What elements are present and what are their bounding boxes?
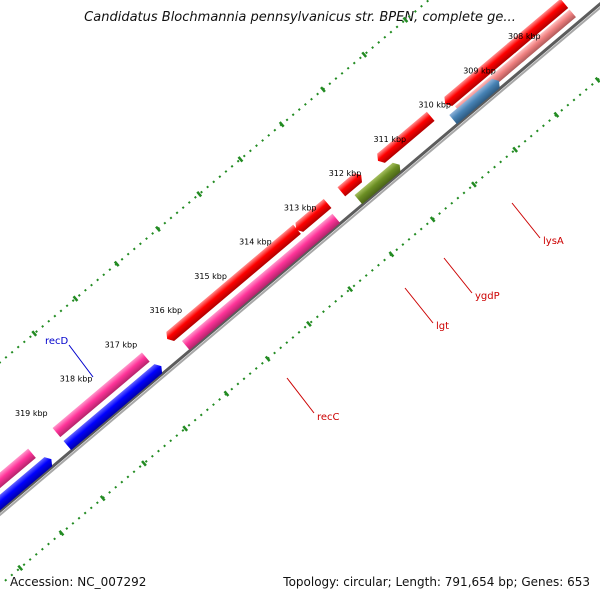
- gene-arrow-lysa[interactable]: [441, 40, 519, 109]
- ruler-label: 310 kbp: [418, 101, 451, 110]
- ruler-tick: [113, 260, 120, 267]
- ruler-tick: [388, 251, 395, 258]
- gene-arrow-recd[interactable]: [63, 362, 166, 451]
- ruler-tick: [182, 425, 189, 432]
- gene-arrow-lgt[interactable]: [354, 160, 404, 205]
- ruler-label: 319 kbp: [15, 409, 48, 418]
- ruler-label: 316 kbp: [150, 306, 183, 315]
- gene-arrow[interactable]: [374, 111, 435, 166]
- leader-line-lysa: [511, 202, 541, 239]
- ruler-tick: [361, 51, 368, 58]
- gene-arrow-recc[interactable]: [181, 213, 341, 351]
- ruler-labels: 308 kbp 309 kbp 310 kbp 311 kbp 312 kbp 313 k…: [15, 32, 541, 418]
- leader-line-recc: [286, 377, 315, 414]
- ruler-tick: [31, 330, 38, 337]
- leader-line-lgt: [404, 287, 434, 324]
- ruler-label: 317 kbp: [105, 341, 138, 350]
- gene-arrow-ygdp[interactable]: [337, 170, 365, 197]
- gene-labels: lysA ygdP lgt recC recD: [45, 202, 564, 423]
- ruler-label: 311 kbp: [374, 135, 407, 144]
- ruler-tick: [99, 495, 106, 502]
- ruler-tick: [72, 295, 79, 302]
- gene-arrow[interactable]: [516, 9, 576, 63]
- inner-dotted-ring: [4, 12, 600, 582]
- ruler-tick: [264, 355, 271, 362]
- ruler-tick: [223, 390, 230, 397]
- gene-label-lgt[interactable]: lgt: [436, 321, 449, 332]
- gene-arrow[interactable]: [449, 76, 503, 125]
- gene-label-ygdp[interactable]: ygdP: [475, 291, 500, 302]
- inner-tick-ring: [4, 12, 600, 582]
- ruler-tick: [237, 156, 244, 163]
- ruler-tick: [58, 529, 65, 537]
- genome-summary: Topology: circular; Length: 791,654 bp; …: [283, 575, 590, 589]
- leader-line-recd: [68, 344, 94, 378]
- ruler-tick: [553, 111, 560, 118]
- ruler-label: 315 kbp: [194, 272, 227, 281]
- gene-arrow[interactable]: [52, 352, 150, 438]
- ruler-tick: [155, 225, 161, 233]
- ruler-tick: [306, 320, 312, 328]
- ruler-tick: [17, 564, 24, 572]
- genome-backbone: [0, 0, 600, 539]
- gene-arrow[interactable]: [507, 0, 569, 54]
- ruler-label: 314 kbp: [239, 238, 272, 247]
- ruler-label: 308 kbp: [508, 32, 541, 41]
- ruler-label: 309 kbp: [463, 66, 496, 75]
- ruler-tick: [471, 181, 477, 188]
- ruler-tick: [347, 285, 354, 293]
- gene-arrow[interactable]: [163, 224, 301, 344]
- gene-track-secondary: [0, 9, 576, 538]
- ruler-label: 312 kbp: [329, 169, 362, 178]
- gene-arrow[interactable]: [0, 455, 55, 538]
- gene-label-recd[interactable]: recD: [45, 336, 69, 347]
- ruler-tick: [402, 16, 409, 23]
- ruler-tick: [429, 216, 436, 223]
- outer-tick-ring: [0, 0, 569, 452]
- gene-arrow[interactable]: [0, 448, 36, 525]
- ruler-tick: [278, 121, 285, 128]
- outer-dotted-ring: [0, 0, 569, 452]
- gene-track-forward: [0, 0, 569, 525]
- gene-label-recc[interactable]: recC: [317, 412, 340, 423]
- ruler-tick: [594, 76, 600, 84]
- leader-line-ygdp: [443, 257, 473, 294]
- gene-label-lysa[interactable]: lysA: [543, 236, 564, 247]
- ruler-tick: [320, 86, 326, 93]
- ruler-label: 313 kbp: [284, 203, 317, 212]
- accession-label: Accession: NC_007292: [10, 575, 147, 589]
- genome-backbone-highlight: [0, 0, 600, 541]
- ruler-tick: [141, 460, 147, 467]
- ruler-label: 318 kbp: [60, 375, 93, 384]
- ruler-tick: [512, 146, 519, 153]
- gene-arrow[interactable]: [292, 198, 332, 235]
- ruler-tick: [196, 190, 203, 198]
